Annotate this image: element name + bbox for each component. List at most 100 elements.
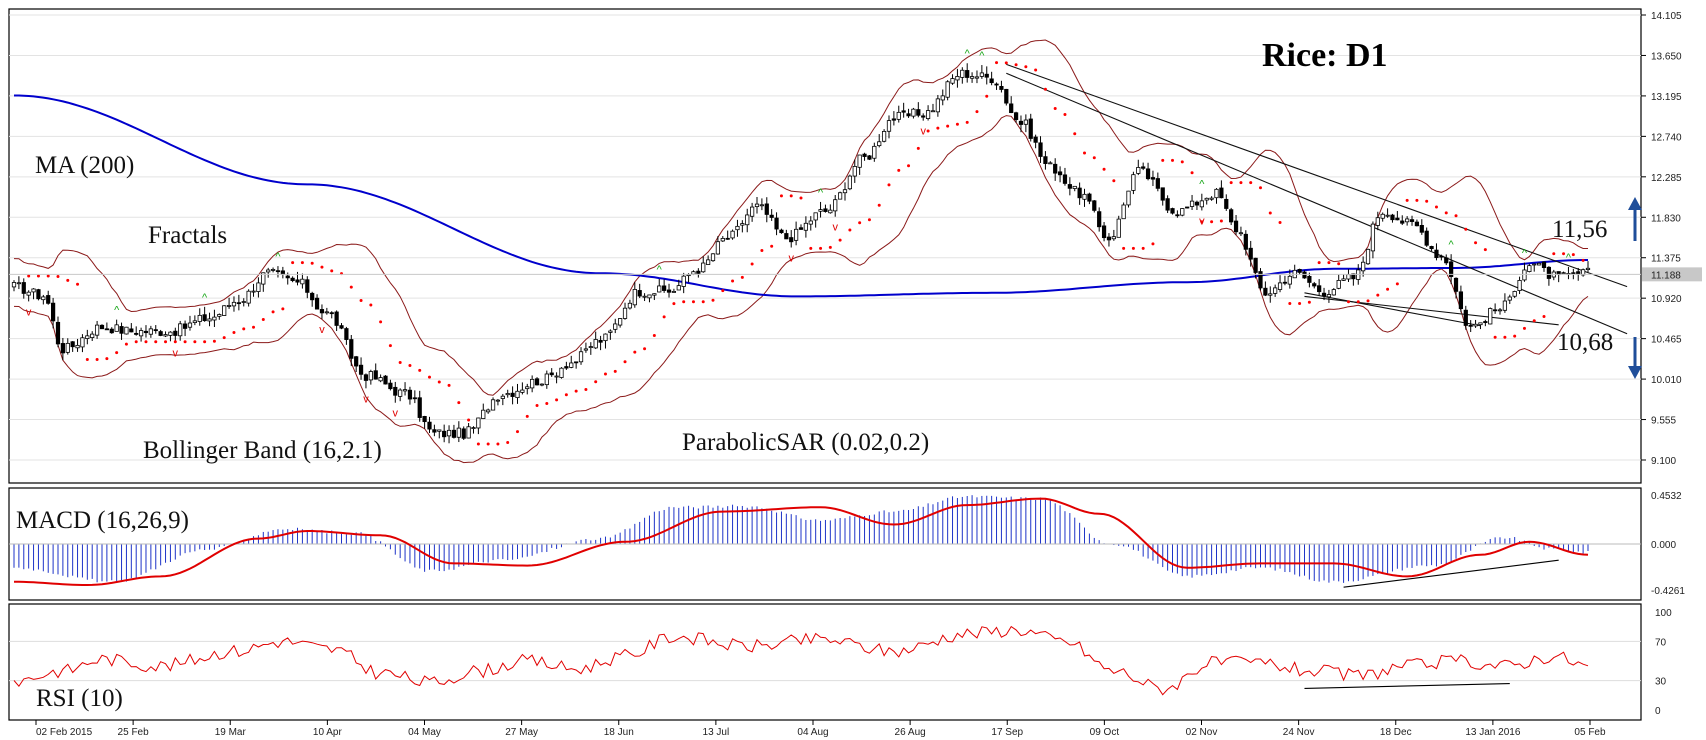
candle-body — [442, 430, 447, 438]
candle-body — [608, 330, 613, 333]
candle-body — [710, 253, 716, 262]
sar-dot — [731, 279, 735, 283]
candle-body — [847, 175, 852, 190]
fractal-down-marker: v — [788, 253, 794, 265]
date-label: 05 Feb — [1574, 727, 1606, 738]
candle-body — [217, 314, 222, 317]
candle-body — [500, 395, 505, 399]
candle-body — [1546, 266, 1552, 279]
sar-dot — [1180, 160, 1184, 164]
candle-body — [857, 154, 862, 168]
candle-body — [1185, 206, 1190, 209]
sar-dot — [750, 262, 754, 266]
candle-body — [31, 288, 36, 293]
candle-body — [461, 428, 466, 439]
macd-tick-label: -0.4261 — [1651, 586, 1685, 597]
rsi-tick-label: 70 — [1655, 637, 1667, 648]
parabolic-sar — [27, 61, 1585, 446]
candle-body — [1028, 118, 1033, 139]
sar-dot — [467, 418, 471, 422]
candle-body — [70, 341, 75, 348]
sar-dot — [291, 261, 295, 265]
candle-body — [1072, 185, 1077, 189]
candle-body — [363, 374, 369, 381]
candle-body — [407, 389, 413, 400]
fractal-down-marker: v — [173, 348, 179, 360]
candle-body — [490, 399, 496, 411]
candle-body — [647, 294, 652, 299]
rsi-tick-label: 100 — [1655, 608, 1672, 619]
candle-body — [1444, 257, 1449, 264]
candle-body — [378, 377, 383, 382]
candle-body — [1009, 103, 1014, 114]
fractal-down-marker: v — [920, 126, 926, 138]
candle-body — [1507, 296, 1512, 301]
candle-body — [75, 344, 80, 349]
candle-body — [1483, 321, 1488, 324]
fractal-up-marker: ^ — [202, 292, 208, 304]
candle-body — [124, 326, 129, 335]
sar-dot — [936, 126, 940, 130]
candle-body — [1380, 213, 1385, 219]
rsi-tick-label: 30 — [1655, 677, 1667, 688]
candle-body — [691, 271, 696, 275]
candle-body — [1121, 204, 1126, 220]
candle-body — [696, 270, 701, 274]
fractals: v ^ v ^ ^ v v v ^ v ^ v v ^ ^ ^ v ^ ^ ^ — [26, 48, 1572, 419]
candle-body — [613, 323, 618, 330]
sar-dot — [682, 300, 686, 304]
candle-body — [256, 282, 261, 292]
candle-body — [471, 427, 476, 430]
candle-body — [1439, 255, 1444, 258]
sar-dot — [574, 389, 578, 393]
candle-body — [1004, 88, 1009, 104]
ma-label: MA (200) — [35, 152, 134, 179]
candle-body — [881, 131, 887, 142]
sar-dot — [995, 61, 999, 65]
resistance-label: 11,56 — [1552, 216, 1607, 243]
candle-body — [852, 166, 857, 177]
sar-dot — [261, 318, 265, 322]
fractal-up-marker: ^ — [275, 251, 281, 263]
date-label: 02 Feb 2015 — [36, 727, 93, 738]
sar-dot — [95, 358, 99, 362]
price-tick-label: 10.010 — [1651, 375, 1682, 386]
candle-body — [974, 76, 980, 79]
candle-body — [261, 272, 266, 285]
candle-body — [344, 328, 349, 340]
sar-dot — [525, 414, 529, 418]
fractal-up-marker: ^ — [1449, 239, 1455, 251]
candle-body — [544, 373, 549, 386]
candle-body — [1165, 198, 1170, 211]
sar-dot — [1346, 300, 1350, 304]
candle-body — [960, 69, 965, 78]
sar-dot — [965, 120, 969, 124]
candle-body — [750, 206, 755, 217]
candle-body — [1453, 277, 1459, 292]
candle-body — [1180, 208, 1185, 216]
sar-dot — [1522, 326, 1526, 330]
candle-body — [1488, 308, 1493, 325]
candle-body — [979, 72, 984, 77]
sar-dot — [1562, 252, 1566, 256]
candle-body — [1273, 287, 1278, 294]
sar-dot — [115, 351, 119, 355]
sar-dot — [56, 275, 60, 279]
fractal-up-marker: ^ — [1522, 248, 1528, 260]
candle-body — [1365, 248, 1371, 265]
candle-body — [114, 324, 119, 332]
candle-body — [803, 222, 808, 231]
sar-dot — [1200, 220, 1204, 224]
candle-body — [828, 209, 833, 214]
ma-200-line — [14, 94, 1588, 298]
sar-dot — [212, 339, 216, 343]
candle-body — [1248, 247, 1253, 260]
candle-body — [388, 382, 393, 390]
candle-body — [583, 348, 589, 351]
candle-body — [1258, 271, 1263, 289]
price-tick-label: 10.465 — [1651, 335, 1682, 346]
date-label: 24 Nov — [1283, 727, 1315, 738]
candle-body — [1458, 291, 1464, 310]
sar-dot — [721, 289, 725, 293]
sar-dot — [1131, 246, 1135, 250]
